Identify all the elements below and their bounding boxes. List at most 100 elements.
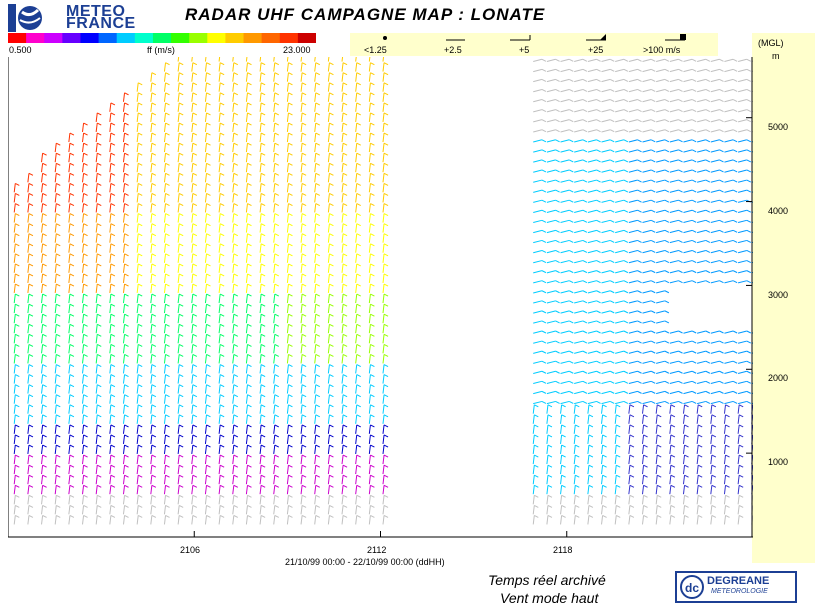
wind-barb-feather: [234, 395, 238, 397]
wind-barb-feather: [569, 311, 573, 313]
wind-barb-feather: [97, 455, 101, 457]
wind-barb-feather: [152, 475, 156, 477]
wind-barb-feather: [665, 79, 669, 81]
wind-barb: [96, 224, 97, 233]
wind-barb-feather: [556, 250, 560, 252]
wind-barb: [574, 190, 583, 192]
wind-barb-feather: [630, 465, 634, 467]
wind-barb: [369, 113, 370, 122]
wind-barb-feather: [597, 351, 601, 353]
wind-barb: [96, 495, 97, 504]
wind-barb: [219, 324, 220, 333]
wind-barb: [28, 495, 29, 504]
wind-barb: [602, 200, 611, 202]
wind-barb-feather: [302, 354, 306, 356]
wind-barb-feather: [193, 133, 197, 135]
wind-barb-feather: [97, 294, 101, 296]
wind-barb-feather: [56, 445, 60, 447]
wind-barb: [383, 375, 384, 384]
wind-barb-feather: [29, 204, 33, 206]
wind-barb: [233, 143, 234, 152]
wind-barb: [301, 395, 302, 404]
wind-barb: [205, 455, 206, 464]
wind-barb: [656, 200, 665, 202]
wind-barb: [246, 455, 247, 464]
wind-barb-feather: [569, 331, 573, 333]
wind-barb-feather: [569, 89, 573, 91]
wind-barb: [315, 83, 316, 92]
wind-barb: [205, 435, 206, 444]
wind-barb-feather: [343, 214, 347, 216]
wind-barb-feather: [706, 331, 710, 333]
wind-barb-feather: [138, 284, 142, 286]
wind-barb-feather: [698, 405, 702, 407]
wind-barb: [642, 475, 643, 484]
x-tick-label-2106: 2106: [180, 545, 200, 555]
wind-barb: [96, 304, 97, 313]
wind-barb: [151, 405, 152, 414]
wind-barb-feather: [597, 150, 601, 152]
wind-barb-feather: [234, 485, 238, 487]
wind-barb-feather: [556, 401, 560, 403]
wind-barb: [14, 515, 15, 524]
wind-barb: [588, 120, 597, 122]
wind-barb-feather: [70, 153, 74, 155]
wind-barb: [301, 445, 302, 454]
wind-barb-feather: [329, 163, 333, 165]
wind-barb-feather: [56, 153, 60, 155]
wind-barb: [615, 261, 624, 263]
wind-barb-feather: [733, 59, 737, 61]
wind-barb: [246, 254, 247, 263]
wind-barb: [724, 69, 733, 71]
wind-barb-feather: [179, 264, 183, 266]
wind-barb: [711, 495, 712, 504]
wind-barb: [192, 103, 193, 112]
wind-barb: [137, 354, 138, 363]
wind-barb: [342, 505, 343, 514]
wind-barb-feather: [166, 354, 170, 356]
wind-barb: [711, 371, 720, 373]
wind-barb: [656, 475, 657, 484]
wind-barb-feather: [234, 274, 238, 276]
wind-barb-feather: [747, 150, 751, 152]
wind-barb-feather: [357, 294, 361, 296]
wind-barb-feather: [166, 395, 170, 397]
wind-barb: [697, 495, 698, 504]
wind-barb-feather: [97, 183, 101, 185]
wind-barb: [656, 505, 657, 514]
wind-barb: [42, 365, 43, 374]
wind-barb: [219, 123, 220, 132]
wind-barb: [315, 103, 316, 112]
wind-barb-feather: [152, 435, 156, 437]
wind-barb-feather: [583, 120, 587, 122]
wind-barb-feather: [275, 163, 279, 165]
wind-barb: [724, 110, 733, 112]
wind-barb: [233, 515, 234, 524]
wind-barb-feather: [29, 515, 33, 517]
wind-barb: [547, 140, 556, 142]
wind-barb-feather: [179, 415, 183, 417]
wind-barb-feather: [343, 284, 347, 286]
wind-barb-feather: [179, 375, 183, 377]
wind-barb: [574, 69, 583, 71]
wind-barb-feather: [316, 244, 320, 246]
wind-barb: [151, 365, 152, 374]
wind-barb-feather: [166, 113, 170, 115]
wind-barb: [697, 425, 698, 434]
wind-barb: [301, 234, 302, 243]
wind-barb: [287, 365, 288, 374]
wind-barb-feather: [166, 495, 170, 497]
wind-barb: [724, 515, 725, 524]
wind-barb: [342, 204, 343, 213]
wind-barb-feather: [583, 89, 587, 91]
wind-barb-feather: [15, 415, 19, 417]
wind-barb-feather: [589, 475, 593, 477]
wind-barb: [96, 183, 97, 192]
wind-barb-feather: [111, 274, 115, 276]
wind-barb-feather: [624, 391, 628, 393]
wind-barb-feather: [43, 264, 47, 266]
wind-barb: [738, 89, 747, 91]
wind-barb-feather: [84, 133, 88, 135]
wind-barb: [356, 83, 357, 92]
wind-barb-feather: [638, 371, 642, 373]
